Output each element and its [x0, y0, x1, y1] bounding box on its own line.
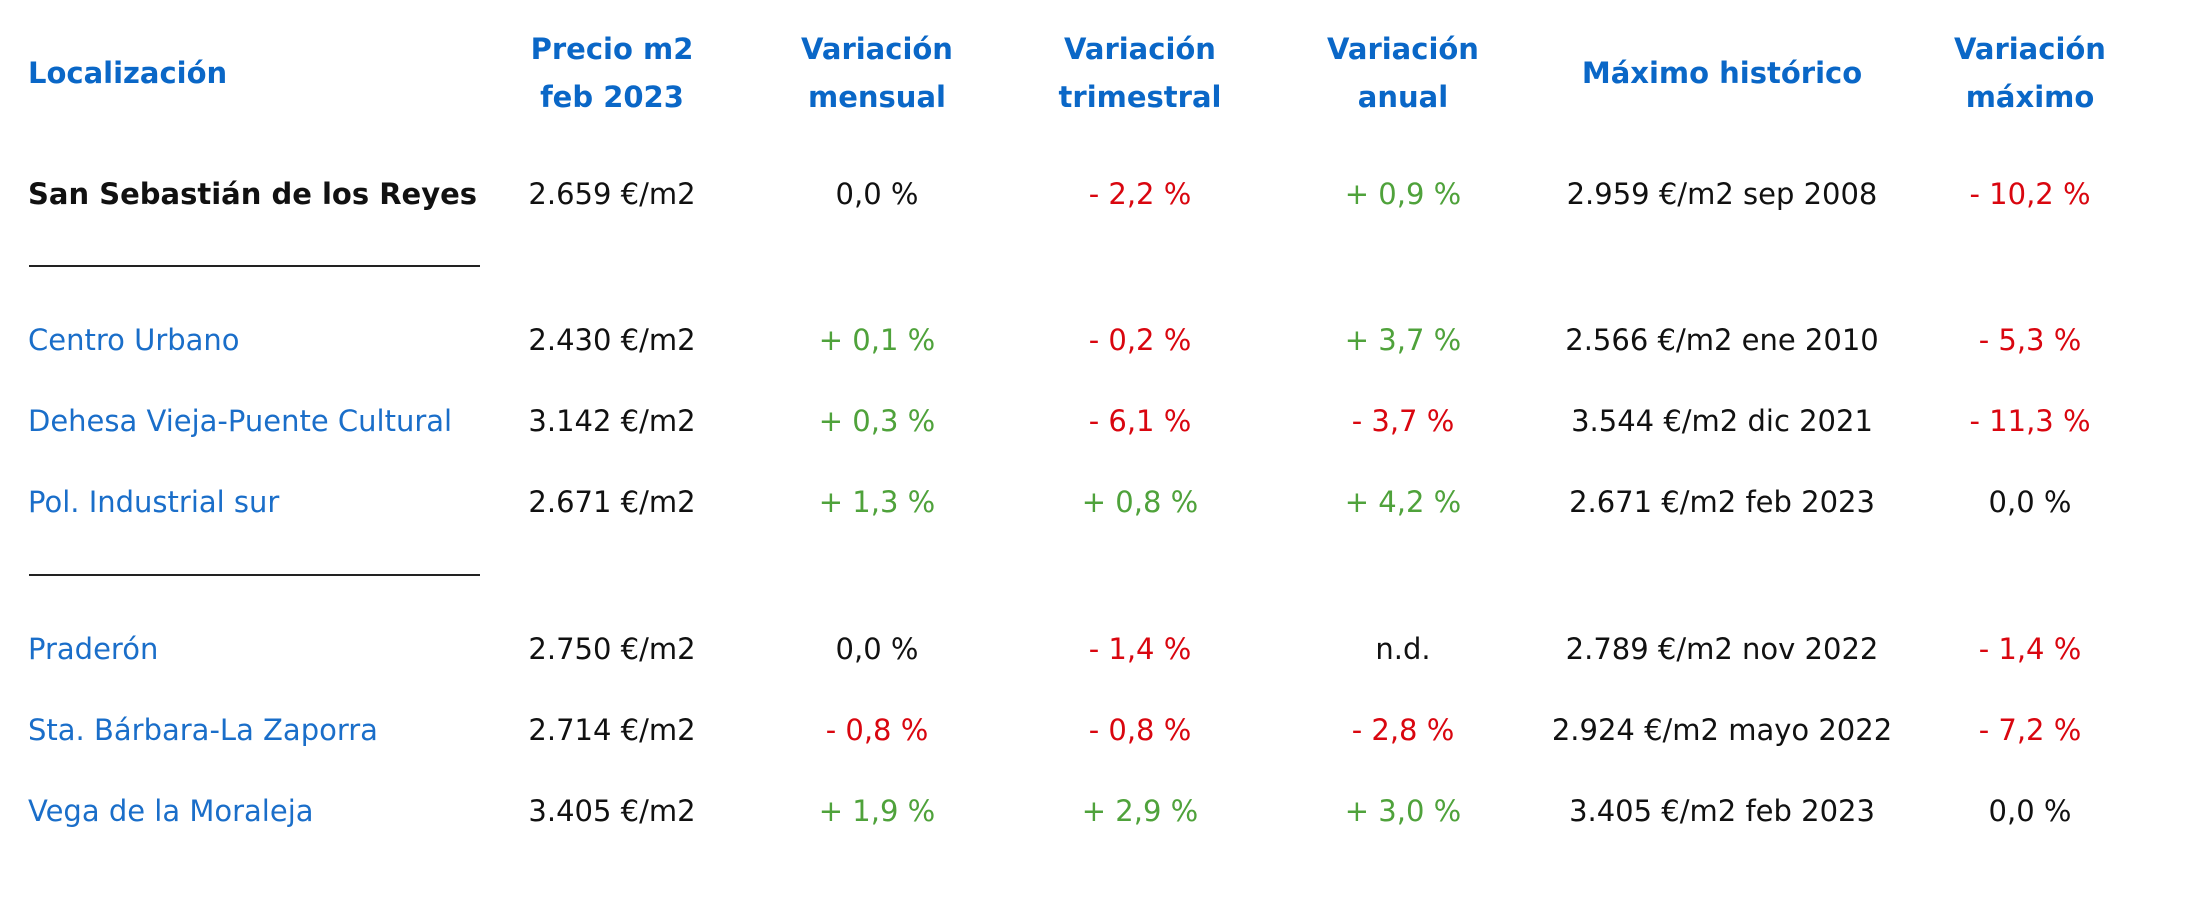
row-variacion-mensual: + 0,1 %	[818, 323, 936, 357]
row-variacion-maximo: 0,0 %	[1988, 794, 2072, 828]
header-maximo-historico: Máximo histórico	[1581, 56, 1863, 90]
row-localizacion-link[interactable]: Sta. Bárbara-La Zaporra	[28, 713, 378, 747]
row-precio: 3.405 €/m2	[528, 794, 696, 828]
table-row: Praderón 2.750 €/m2 0,0 % - 1,4 % n.d. 2…	[0, 619, 2186, 679]
row-variacion-trimestral: + 2,9 %	[1081, 794, 1199, 828]
row-maximo-historico: 3.544 €/m2 dic 2021	[1571, 404, 1873, 438]
table-row: Centro Urbano 2.430 €/m2 + 0,1 % - 0,2 %…	[0, 310, 2186, 370]
row-localizacion-link[interactable]: Centro Urbano	[28, 323, 240, 357]
row-variacion-anual: + 3,7 %	[1344, 323, 1462, 357]
row-variacion-anual: - 2,8 %	[1351, 713, 1455, 747]
section-divider	[29, 574, 480, 576]
row-variacion-trimestral: - 0,2 %	[1088, 323, 1192, 357]
header-variacion-trimestral: Variación trimestral	[1058, 32, 1222, 114]
row-maximo-historico: 2.789 €/m2 nov 2022	[1565, 632, 1879, 666]
header-precio: Precio m2 feb 2023	[530, 32, 694, 114]
row-localizacion: San Sebastián de los Reyes	[28, 177, 478, 211]
row-variacion-mensual: + 0,3 %	[818, 404, 936, 438]
row-precio: 2.714 €/m2	[528, 713, 696, 747]
row-localizacion-link[interactable]: Vega de la Moraleja	[28, 794, 314, 828]
row-variacion-anual: + 4,2 %	[1344, 485, 1462, 519]
row-variacion-maximo: - 5,3 %	[1978, 323, 2082, 357]
row-variacion-mensual: - 0,8 %	[825, 713, 929, 747]
row-maximo-historico: 2.566 €/m2 ene 2010	[1565, 323, 1879, 357]
row-localizacion-link[interactable]: Pol. Industrial sur	[28, 485, 280, 519]
row-precio: 2.750 €/m2	[528, 632, 696, 666]
header-variacion-mensual: Variación mensual	[801, 32, 953, 114]
header-localizacion: Localización	[28, 56, 228, 90]
row-variacion-trimestral: - 2,2 %	[1088, 177, 1192, 211]
table-row: Vega de la Moraleja 3.405 €/m2 + 1,9 % +…	[0, 781, 2186, 841]
row-variacion-mensual: + 1,9 %	[818, 794, 936, 828]
row-variacion-anual: - 3,7 %	[1351, 404, 1455, 438]
row-localizacion-link[interactable]: Dehesa Vieja-Puente Cultural	[28, 404, 453, 438]
row-variacion-anual: + 3,0 %	[1344, 794, 1462, 828]
row-variacion-maximo: 0,0 %	[1988, 485, 2072, 519]
row-precio: 2.671 €/m2	[528, 485, 696, 519]
row-maximo-historico: 2.959 €/m2 sep 2008	[1566, 177, 1878, 211]
row-variacion-trimestral: - 0,8 %	[1088, 713, 1192, 747]
row-maximo-historico: 2.671 €/m2 feb 2023	[1569, 485, 1875, 519]
row-precio: 2.430 €/m2	[528, 323, 696, 357]
table-row: Pol. Industrial sur 2.671 €/m2 + 1,3 % +…	[0, 472, 2186, 532]
row-variacion-mensual: 0,0 %	[835, 177, 919, 211]
row-variacion-maximo: - 10,2 %	[1969, 177, 2091, 211]
row-variacion-trimestral: - 1,4 %	[1088, 632, 1192, 666]
table-header-row: Localización Precio m2 feb 2023 Variació…	[0, 18, 2186, 128]
header-variacion-maximo: Variación máximo	[1954, 32, 2106, 114]
row-variacion-trimestral: + 0,8 %	[1081, 485, 1199, 519]
row-variacion-maximo: - 1,4 %	[1978, 632, 2082, 666]
table-row: Dehesa Vieja-Puente Cultural 3.142 €/m2 …	[0, 391, 2186, 451]
row-precio: 2.659 €/m2	[528, 177, 696, 211]
row-variacion-mensual: 0,0 %	[835, 632, 919, 666]
row-precio: 3.142 €/m2	[528, 404, 696, 438]
row-variacion-maximo: - 7,2 %	[1978, 713, 2082, 747]
header-variacion-anual: Variación anual	[1327, 32, 1479, 114]
table-row-total: San Sebastián de los Reyes 2.659 €/m2 0,…	[0, 164, 2186, 224]
row-variacion-trimestral: - 6,1 %	[1088, 404, 1192, 438]
section-divider	[29, 265, 480, 267]
table-row: Sta. Bárbara-La Zaporra 2.714 €/m2 - 0,8…	[0, 700, 2186, 760]
row-variacion-anual: + 0,9 %	[1344, 177, 1462, 211]
row-maximo-historico: 2.924 €/m2 mayo 2022	[1551, 713, 1893, 747]
row-maximo-historico: 3.405 €/m2 feb 2023	[1569, 794, 1875, 828]
row-variacion-anual: n.d.	[1375, 632, 1431, 666]
row-variacion-mensual: + 1,3 %	[818, 485, 936, 519]
row-variacion-maximo: - 11,3 %	[1969, 404, 2091, 438]
row-localizacion-link[interactable]: Praderón	[28, 632, 159, 666]
